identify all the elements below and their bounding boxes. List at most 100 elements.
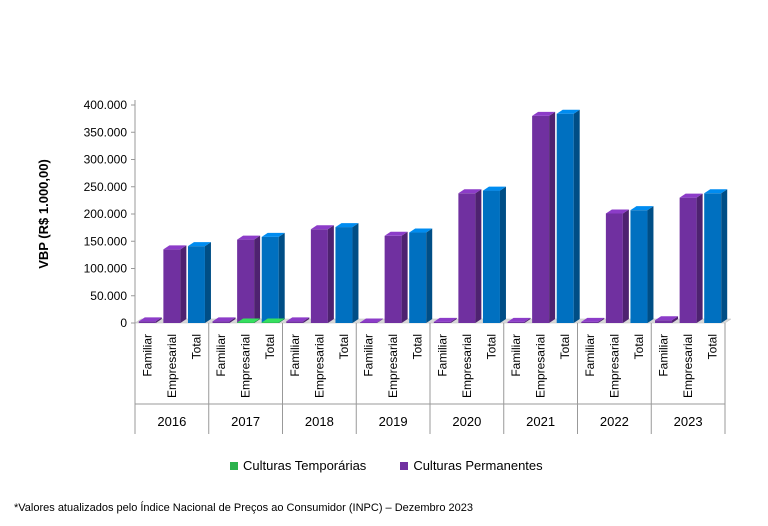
x-category-label: Empresarial [607, 334, 621, 398]
x-category-label: Empresarial [165, 334, 179, 398]
bar-2023-total-side [721, 189, 728, 323]
bar-2017-total-temporarias-top [261, 318, 285, 323]
x-category-label: Familiar [214, 334, 228, 377]
bar-2021-total [556, 109, 580, 323]
bar-2017-familiar-front [212, 321, 230, 323]
bar-2016-empresarial-front [163, 249, 181, 323]
bar-2019-empresarial-side [401, 231, 408, 323]
bar-2016-familiar [138, 317, 162, 323]
x-year-label: 2017 [231, 414, 260, 429]
bar-2021-empresarial-front [532, 115, 550, 324]
y-tick-label: 150.000 [84, 234, 128, 248]
x-category-label: Total [558, 334, 572, 359]
x-category-label: Total [337, 334, 351, 359]
bar-2021-familiar [507, 317, 531, 323]
x-year-label: 2021 [526, 414, 555, 429]
bar-2018-familiar-top [286, 317, 310, 322]
bar-2019-total-top [409, 228, 433, 233]
bar-2023-total-top [704, 189, 728, 194]
bar-2019-total [409, 228, 433, 323]
x-year-label: 2018 [305, 414, 334, 429]
bar-2022-total-side [647, 206, 654, 323]
bar-2022-familiar-top [581, 317, 605, 322]
bar-2017-total-side [278, 232, 285, 323]
bar-2020-total-side [499, 186, 506, 323]
bar-2018-total [335, 223, 359, 323]
bar-2020-total-top [482, 186, 506, 191]
bar-2022-total-front [630, 210, 648, 323]
x-category-label: Empresarial [239, 334, 253, 398]
bar-2023-familiar-top [655, 316, 679, 321]
legend-swatch-temporarias [230, 461, 238, 470]
bar-2018-empresarial-front [310, 229, 328, 323]
bar-2017-total-front [261, 236, 279, 323]
x-category-label: Total [411, 334, 425, 359]
bar-2020-familiar-side [450, 317, 457, 323]
bar-2022-empresarial [605, 209, 629, 323]
bar-2023-empresarial [679, 193, 703, 323]
y-tick-label: 50.000 [90, 289, 127, 303]
bar-2020-familiar [433, 317, 457, 323]
bar-2023-familiar-front [655, 320, 673, 323]
y-tick-label: 0 [120, 316, 127, 330]
bar-2017-empresarial-front [237, 239, 255, 323]
bar-2018-total-side [352, 223, 359, 323]
bar-2018-familiar-front [286, 321, 304, 323]
bar-2016-empresarial-top [163, 245, 187, 250]
x-category-label: Empresarial [460, 334, 474, 398]
bar-2018-empresarial-side [327, 225, 334, 323]
bar-2018-familiar-side [303, 317, 310, 323]
x-category-label: Empresarial [681, 334, 695, 398]
bar-2016-total-side [204, 242, 211, 323]
x-year-label: 2019 [379, 414, 408, 429]
bar-2023-familiar-side [672, 316, 679, 323]
legend-label-temporarias: Culturas Temporárias [243, 458, 367, 473]
bar-2021-familiar-side [524, 317, 531, 323]
bar-2021-total-side [573, 109, 580, 323]
bar-2020-total [482, 186, 506, 323]
x-category-label: Familiar [657, 334, 671, 377]
bar-2020-empresarial-front [458, 193, 476, 323]
bar-2019-familiar-side [377, 318, 384, 323]
x-category-label: Familiar [583, 334, 597, 377]
bar-2017-empresarial-top [237, 235, 261, 240]
bar-2018-familiar [286, 317, 310, 323]
legend-swatch-permanentes [400, 461, 409, 470]
bar-2016-empresarial [163, 245, 187, 323]
x-year-label: 2020 [452, 414, 481, 429]
y-tick-label: 300.000 [84, 153, 128, 167]
bar-2020-empresarial-top [458, 189, 482, 194]
bar-2019-total-front [409, 232, 427, 323]
legend-item-permanentes: Culturas Permanentes [400, 458, 543, 473]
bar-2017-total-temporarias [261, 318, 285, 323]
bar-2020-familiar-front [433, 321, 451, 323]
bar-2017-empresarial-temporarias-front [237, 322, 255, 323]
bar-2017-familiar [212, 317, 236, 323]
bar-2017-familiar-top [212, 317, 236, 322]
x-category-label: Total [632, 334, 646, 359]
x-year-label: 2023 [674, 414, 703, 429]
bar-2018-empresarial [310, 225, 334, 323]
bar-2017-total-temporarias-front [261, 322, 279, 323]
bar-2023-empresarial-front [679, 197, 697, 323]
y-axis-title: VBP (R$ 1.000,00) [36, 159, 51, 269]
bar-2020-familiar-top [433, 317, 457, 322]
bar-2020-empresarial-side [475, 189, 482, 323]
x-category-label: Familiar [140, 334, 154, 377]
bar-2017-familiar-side [229, 317, 236, 323]
bar-2018-total-top [335, 223, 359, 228]
bar-2023-empresarial-side [696, 193, 703, 323]
x-category-label: Total [263, 334, 277, 359]
bar-2019-empresarial-top [384, 231, 408, 236]
bar-2017-empresarial-temporarias [237, 318, 261, 323]
bar-2021-familiar-front [507, 321, 525, 323]
bar-2017-empresarial [237, 235, 261, 323]
y-tick-label: 100.000 [84, 262, 128, 276]
bar-2017-empresarial-temporarias-side [254, 318, 261, 323]
x-category-label: Total [484, 334, 498, 359]
bar-2021-empresarial-side [549, 111, 556, 324]
y-tick-label: 250.000 [84, 180, 128, 194]
bar-2020-empresarial [458, 189, 482, 323]
bar-2016-total-front [187, 246, 205, 323]
y-tick-label: 400.000 [84, 98, 128, 112]
